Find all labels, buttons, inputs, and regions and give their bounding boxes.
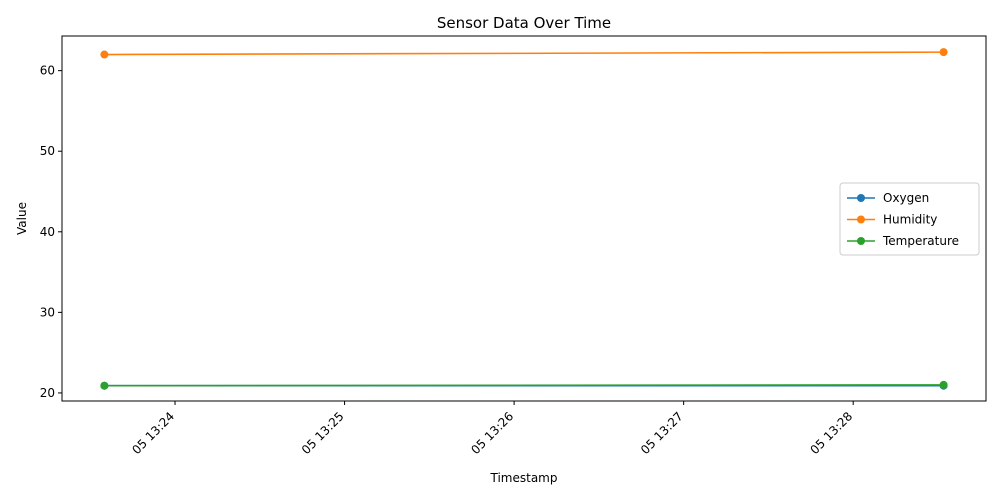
series-line-humidity <box>104 51 944 56</box>
x-tick-label: 05 13:27 <box>638 409 686 457</box>
series-line-temperature <box>104 384 944 387</box>
plot-lines <box>100 48 948 390</box>
y-tick-label: 60 <box>40 64 55 78</box>
plot-frame <box>61 35 987 402</box>
legend-label-temperature: Temperature <box>882 234 959 248</box>
chart-title: Sensor Data Over Time <box>437 14 611 32</box>
y-tick-label: 50 <box>40 144 55 158</box>
data-point-temperature <box>100 381 109 390</box>
y-tick-label: 30 <box>40 305 55 319</box>
x-tick-label: 05 13:25 <box>299 409 347 457</box>
y-axis-label: Value <box>15 202 29 235</box>
legend-label-oxygen: Oxygen <box>883 191 929 205</box>
x-tick-label: 05 13:28 <box>807 409 855 457</box>
legend-label-humidity: Humidity <box>883 213 937 227</box>
x-tick-label: 05 13:24 <box>129 409 177 457</box>
x-tick-label: 05 13:26 <box>468 409 516 457</box>
legend: Oxygen Humidity Temperature <box>839 182 980 256</box>
y-tick-label: 20 <box>40 386 55 400</box>
legend-marker-humidity <box>857 215 865 224</box>
y-axis-ticks: 20 30 40 50 60 <box>40 64 62 400</box>
data-point-humidity <box>100 50 109 59</box>
x-axis-ticks: 05 13:24 05 13:25 05 13:26 05 13:27 05 13:28 <box>129 401 855 457</box>
legend-marker-oxygen <box>857 194 865 202</box>
legend-box <box>839 182 980 256</box>
legend-marker-temperature <box>857 237 865 245</box>
y-tick-label: 40 <box>40 225 55 239</box>
data-point-temperature <box>939 380 948 389</box>
data-point-humidity <box>939 48 948 57</box>
x-axis-label: Timestamp <box>490 471 558 485</box>
